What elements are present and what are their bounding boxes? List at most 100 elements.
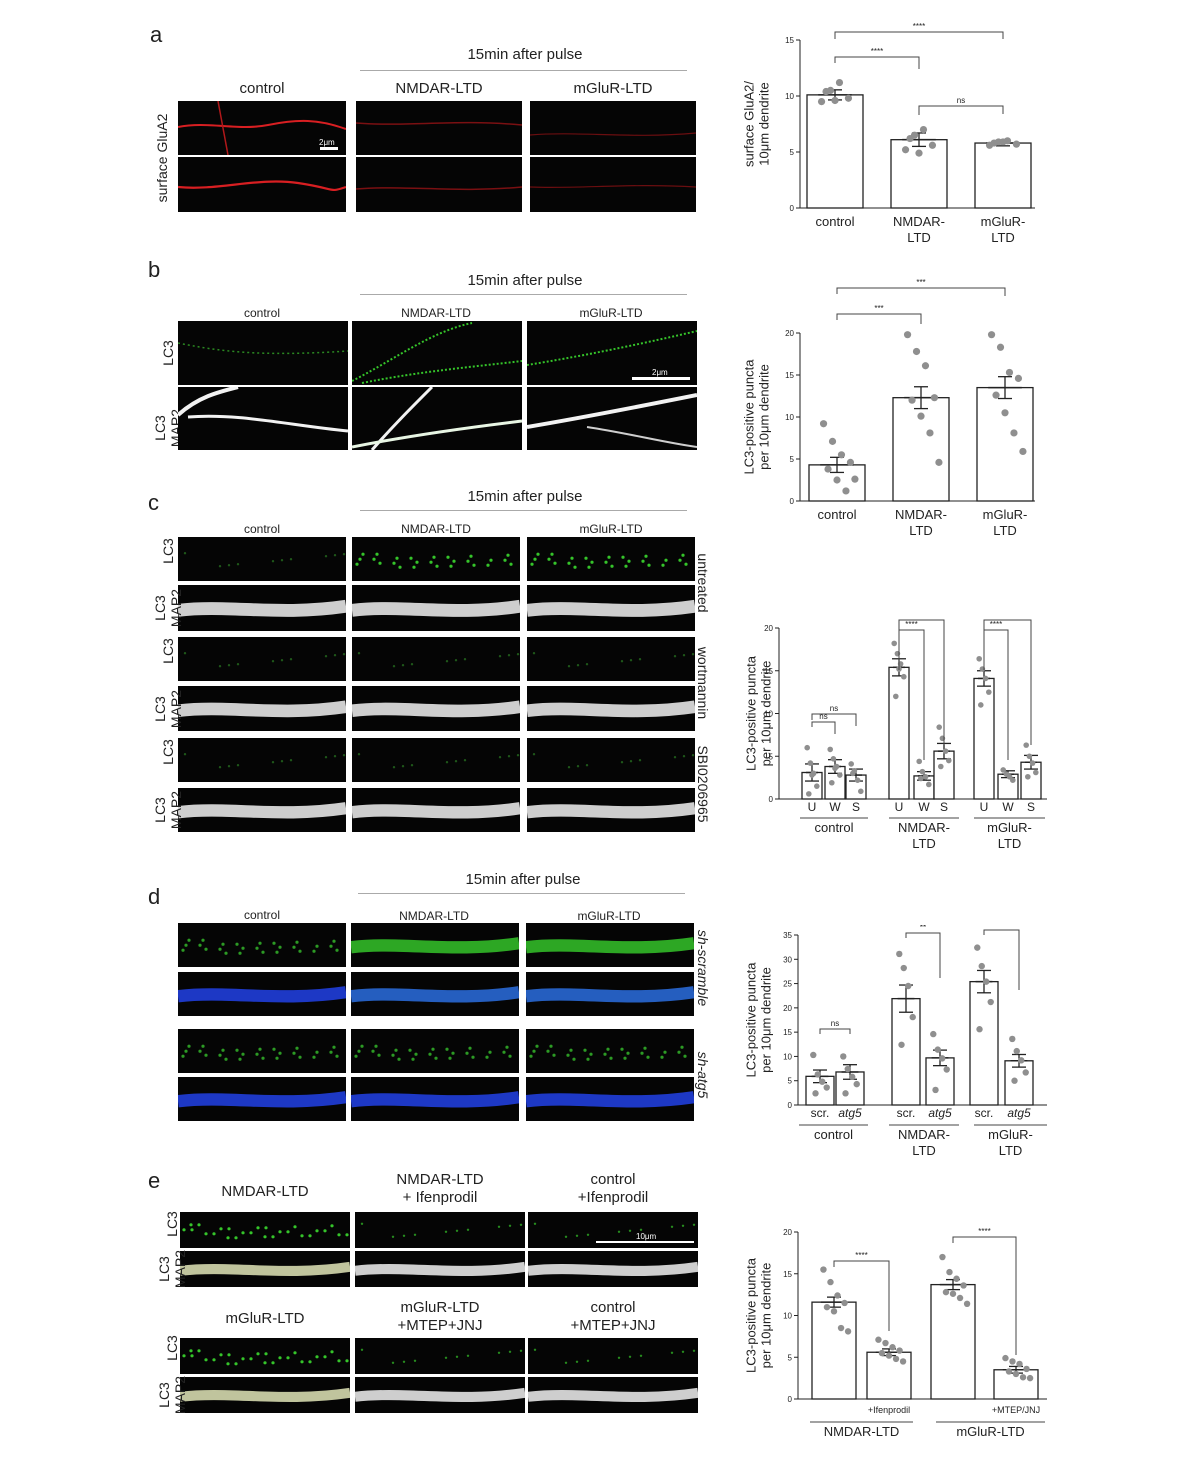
micrograph-d-scramble-lc3-nmdar (351, 923, 519, 967)
group-label: LTD (998, 836, 1022, 851)
y-tick-label: 5 (788, 1077, 793, 1086)
significance-bracket (811, 721, 836, 734)
data-point (828, 437, 837, 445)
data-point (842, 487, 850, 495)
y-tick-label: 10 (764, 710, 773, 719)
data-point (834, 1292, 841, 1299)
panel-b-col-mglur: mGluR-LTD (579, 306, 643, 320)
y-tick-label: 15 (764, 667, 773, 676)
data-point (837, 1324, 845, 1332)
data-point (1009, 1358, 1016, 1365)
y-tick-label: 0 (790, 497, 795, 506)
panel-d-col-control: control (243, 908, 281, 922)
data-point (921, 362, 930, 370)
significance-bracket (819, 1028, 851, 1034)
panel-a-header-line (360, 70, 687, 71)
y-tick-label: 0 (788, 1101, 793, 1110)
significance-bracket (905, 932, 941, 978)
micrograph-c-sbi-map2-mglur (527, 788, 695, 832)
category-label: LTD (993, 523, 1017, 538)
data-point (1016, 1360, 1023, 1368)
panel-label-a: a (150, 22, 163, 47)
significance-label: ns (830, 704, 838, 713)
panel-e-col-bottom-3: control +MTEP+JNJ (570, 1299, 656, 1334)
panel-c-header-line (360, 510, 687, 511)
micrograph-c-untreated-map2-control (178, 585, 346, 631)
group-label: mGluR-LTD (956, 1424, 1024, 1439)
data-point (939, 1055, 946, 1062)
data-point (908, 396, 916, 404)
data-point (822, 87, 830, 96)
significance-bracket (833, 1260, 890, 1331)
micrograph-d-atg5-lc3-nmdar (351, 1029, 519, 1073)
data-point (996, 343, 1005, 351)
group-label: NMDAR- (898, 820, 950, 835)
category-label: atg5 (838, 1106, 862, 1120)
data-point (833, 476, 841, 484)
micrograph-c-wortmannin-lc3-nmdar (352, 637, 520, 681)
data-point (934, 1046, 941, 1053)
panel-c-col-control: control (243, 522, 281, 536)
panel-b-row-lc3: LC3 (160, 340, 176, 366)
data-point (1005, 368, 1014, 377)
data-point (960, 1282, 967, 1289)
panel-b-scalebar (632, 377, 690, 380)
data-point (999, 138, 1007, 146)
micrograph-b-nmdar-lc3 (352, 321, 522, 385)
panel-c-side-sbi: SBI0206965 (695, 745, 711, 823)
data-point (891, 640, 897, 647)
micrograph-e-bottom-lc3-2 (355, 1338, 525, 1374)
category-label: control (817, 507, 856, 522)
category-label: W (829, 800, 841, 814)
data-point (974, 944, 981, 951)
data-point (819, 1078, 826, 1085)
data-point (990, 139, 998, 147)
micrograph-e-bottom-merge-2 (355, 1377, 525, 1413)
significance-bracket (834, 56, 920, 69)
micrograph-b-nmdar-map2 (352, 387, 522, 450)
category-label: scr. (975, 1106, 994, 1120)
significance-bracket (983, 929, 1020, 990)
data-point (956, 1294, 964, 1302)
data-point (898, 1041, 905, 1048)
group-label: control (814, 820, 853, 835)
panel-a-col-mglur: mGluR-LTD (573, 80, 653, 97)
micrograph-e-bottom-merge-3 (528, 1377, 698, 1413)
micrograph-d-scramble-lc3-mglur (526, 923, 694, 967)
data-point (1029, 760, 1036, 766)
micrograph-a-mglur-1 (530, 101, 696, 155)
data-point (892, 1355, 900, 1363)
panel-a-row-label: surface GluA2 (154, 113, 170, 203)
micrograph-e-bottom-lc3-3 (528, 1338, 698, 1374)
data-point (889, 1344, 896, 1351)
y-tick-label: 0 (788, 1395, 793, 1404)
data-point (901, 673, 907, 680)
micrograph-b-mglur-map2 (527, 387, 697, 450)
bar (1004, 1060, 1034, 1106)
data-point (903, 331, 912, 339)
data-point (882, 1339, 889, 1347)
data-point (812, 1090, 819, 1097)
significance-label: **** (905, 620, 917, 629)
chart-b: 0 5 10 15 20 LC3-positive puncta per 10μm dend… (742, 278, 1035, 538)
data-point (916, 758, 922, 765)
panel-label-c: c (148, 490, 159, 515)
significance-label: **** (915, 615, 927, 619)
y-tick-label: 15 (785, 36, 794, 45)
y-axis-label-group: LC3-positive puncta per 10μm dendrite (742, 359, 772, 475)
data-point (858, 788, 864, 795)
micrograph-d-atg5-lc3-control (178, 1029, 346, 1073)
micrograph-d-scramble-lc3-control (178, 923, 346, 967)
significance-bracket (952, 1236, 1017, 1355)
group-label: control (814, 1127, 853, 1142)
bar (969, 980, 999, 1106)
micrograph-a-nmdar-1 (356, 101, 522, 155)
group-label: LTD (999, 1143, 1023, 1158)
category-label: scr. (811, 1106, 830, 1120)
micrograph-d-atg5-merge-nmdar (351, 1077, 519, 1121)
y-tick-label: 20 (783, 1228, 792, 1237)
category-label: +Ifenprodil (868, 1405, 910, 1415)
group-label: mGluR- (987, 820, 1032, 835)
y-tick-label: 10 (785, 413, 794, 422)
panel-e-col-bottom-1: mGluR-LTD (225, 1310, 305, 1327)
